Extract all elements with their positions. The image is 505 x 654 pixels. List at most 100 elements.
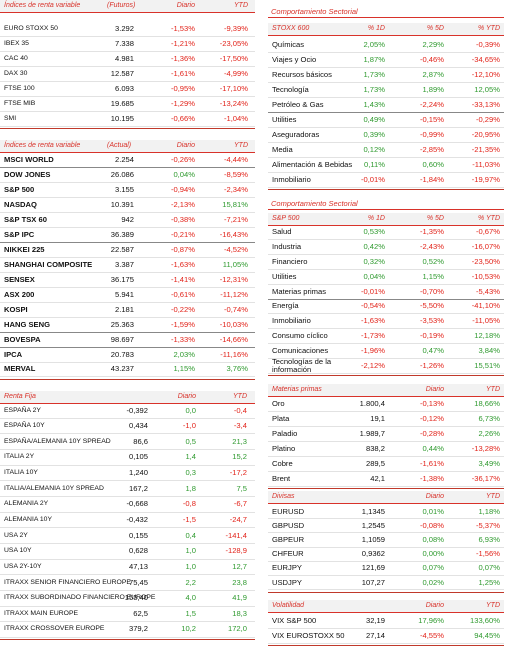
row-name: ITALIA 10Y — [4, 469, 38, 477]
row-value: -0,28% — [419, 428, 444, 438]
row-value: -24,7 — [229, 514, 247, 524]
row-value: 36.175 — [110, 274, 134, 284]
row-name: Petróleo & Gas — [272, 99, 324, 109]
row-value: -2,24% — [419, 99, 444, 109]
row-value: -0,668 — [126, 499, 148, 509]
header-name: Materias primas — [272, 386, 322, 393]
row-value: 1.800,4 — [359, 398, 385, 408]
table-row: Consumo cíclico -1,73% -0,19% 12,18% — [268, 329, 504, 344]
row-value: 27,14 — [365, 630, 385, 640]
row-value: 172,0 — [227, 624, 247, 634]
row-name: SMI — [4, 114, 17, 122]
table-row: DOW JONES 26.086 0,04% -8,59% — [0, 168, 255, 184]
row-value: 7,5 — [236, 483, 247, 493]
row-value: 0,42% — [363, 242, 385, 252]
row-value: -8,59% — [223, 170, 248, 180]
table-row: S&P IPC 36.389 -0,21% -16,43% — [0, 228, 255, 244]
row-value: 0,5 — [185, 436, 196, 446]
row-value: 23,8 — [232, 577, 247, 587]
row-value: -1,5 — [182, 514, 196, 524]
row-value: 17,96% — [418, 615, 444, 625]
row-value: 1,0 — [185, 561, 196, 571]
row-value: 167,2 — [128, 483, 148, 493]
table-row: Viajes y Ocio 1,87% -0,46% -34,65% — [268, 53, 504, 68]
row-value: -1,59% — [170, 319, 195, 329]
header-column: Diario — [176, 2, 195, 9]
table-row: EURJPY 121,69 0,07% 0,07% — [268, 562, 504, 576]
row-value: 36.389 — [110, 230, 134, 240]
table-row: EURUSD 1,1345 0,01% 1,18% — [268, 505, 504, 520]
table-row: GBPEUR 1,1059 0,08% 6,93% — [268, 533, 504, 548]
row-value: 1,2545 — [361, 520, 385, 530]
row-value: -23,05% — [219, 39, 248, 49]
row-value: 10.391 — [110, 200, 134, 210]
row-value: 0,08% — [422, 534, 444, 544]
table-row: Tecnología 1,73% 1,89% 12,05% — [268, 83, 504, 98]
header-column: % YTD — [477, 215, 500, 222]
table-row: Aseguradoras 0,39% -0,99% -20,95% — [268, 128, 504, 143]
row-value: -5,43% — [475, 286, 500, 296]
row-value: 0,07% — [422, 563, 444, 573]
row-name: ALEMANIA 10Y — [4, 515, 52, 523]
table-header: Renta Fija Diario YTD — [0, 391, 255, 404]
row-name: Platino — [272, 443, 296, 453]
table-row: S&P 500 3.155 -0,94% -2,34% — [0, 183, 255, 199]
table-row: FTSE MIB 19.685 -1,29% -13,24% — [0, 97, 255, 112]
row-name: ALEMANIA 2Y — [4, 500, 49, 508]
row-name: VIX S&P 500 — [272, 615, 317, 625]
row-value: 5.941 — [114, 289, 134, 299]
table-row: KOSPI 2.181 -0,22% -0,74% — [0, 303, 255, 318]
table-row: USDJPY 107,27 0,02% 1,25% — [268, 576, 504, 591]
row-value: -17,10% — [219, 84, 248, 94]
table-section: Renta Fija Diario YTD ESPAÑA 2Y -0,392 0,0 -0,… — [0, 391, 255, 641]
table-row: ITALIA 2Y 0,105 1,4 15,2 — [0, 450, 255, 466]
row-name: MERVAL — [4, 364, 36, 374]
row-value: 1,240 — [128, 468, 148, 478]
header-column: Diario — [176, 142, 195, 149]
section-end-line — [268, 189, 504, 190]
table-row: ITALIA/ALEMANIA 10Y SPREAD 167,2 1,8 7,5 — [0, 481, 255, 498]
row-value: -0,8 — [182, 499, 196, 509]
row-value: 0,11% — [364, 159, 385, 169]
row-value: 42,1 — [370, 473, 385, 483]
table-section: Divisas Diario YTD EURUSD 1,1345 0,01% 1,18% GB… — [268, 0, 504, 654]
row-value: -7,21% — [223, 215, 248, 225]
row-value: 1,15% — [422, 271, 444, 281]
header-name: S&P 500 — [272, 215, 300, 222]
row-value: -0,13% — [419, 398, 444, 408]
row-name: FTSE 100 — [4, 85, 35, 93]
header-name: STOXX 600 — [272, 25, 310, 32]
row-value: 94,45% — [474, 630, 500, 640]
table-row: VIX EUROSTOXX 50 27,14 -4,55% 94,45% — [268, 629, 504, 644]
row-name: GBPEUR — [272, 534, 305, 544]
row-value: 2.254 — [114, 155, 134, 165]
row-name: Financiero — [272, 257, 308, 267]
row-value: 10,2 — [181, 624, 196, 634]
row-value: 2,2 — [185, 577, 196, 587]
row-value: 1,73% — [363, 84, 385, 94]
table-row: Utilities 0,49% -0,15% -0,29% — [268, 113, 504, 128]
row-value: -2,85% — [419, 144, 444, 154]
row-value: -1,21% — [170, 39, 195, 49]
row-name: HANG SENG — [4, 319, 50, 329]
row-name: Salud — [272, 227, 292, 237]
row-value: -17,2 — [229, 468, 247, 478]
row-value: -1,84% — [419, 174, 444, 184]
row-value: 6,93% — [478, 534, 500, 544]
row-value: -0,15% — [419, 114, 444, 124]
row-name: SHANGHAI COMPOSITE — [4, 259, 93, 269]
header-column: Diario — [425, 602, 444, 609]
table-row: IBEX 35 7.338 -1,21% -23,05% — [0, 37, 255, 53]
row-name: Consumo cíclico — [272, 331, 328, 341]
row-name: Oro — [272, 398, 285, 408]
header-column: % 5D — [426, 25, 444, 32]
row-value: 121,69 — [361, 563, 385, 573]
table-header: Índices de renta variable (Actual) Diario Y… — [0, 140, 255, 153]
row-value: 0,9362 — [361, 549, 385, 559]
row-value: 133,60% — [470, 615, 500, 625]
row-value: -1,96% — [360, 345, 385, 355]
row-value: 1,15% — [173, 364, 195, 374]
row-name: Plata — [272, 413, 290, 423]
row-value: 19.685 — [110, 98, 134, 108]
row-value: 43.237 — [110, 364, 134, 374]
